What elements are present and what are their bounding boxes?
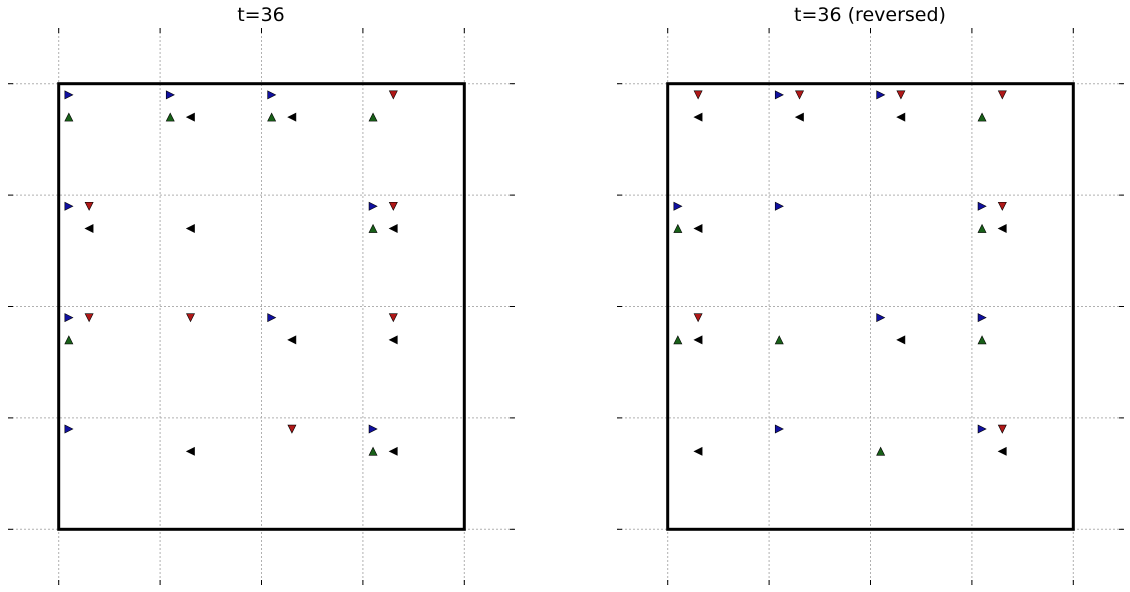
right-marker-right-2 [673,201,683,211]
left-marker-up-3 [368,112,378,122]
left-marker-up-6 [368,446,378,456]
right-marker-left-2 [896,112,906,122]
left-marker-down-3 [84,313,94,323]
right-marker-right-8 [977,424,987,434]
right-marker-up-2 [977,223,987,233]
left-marker-right-8 [368,424,378,434]
right-marker-up-5 [977,335,987,345]
right-marker-down-4 [997,201,1007,211]
left-marker-left-6 [388,335,398,345]
left-marker-left-0 [185,112,195,122]
left-marker-up-5 [64,335,74,345]
left-marker-left-8 [388,446,398,456]
panel-left-title: t=36 [237,4,285,26]
right-marker-left-1 [794,112,804,122]
right-marker-up-1 [673,223,683,233]
right-marker-up-0 [977,112,987,122]
right-marker-left-5 [693,335,703,345]
panel-left: t=36 [8,4,515,585]
right-marker-right-3 [774,201,784,211]
left-marker-up-4 [368,223,378,233]
right-marker-left-8 [997,446,1007,456]
right-marker-left-3 [693,224,703,234]
right-marker-down-1 [795,90,805,100]
left-marker-up-2 [267,112,277,122]
panel-right-title: t=36 (reversed) [794,4,946,26]
left-marker-right-2 [267,90,277,100]
left-marker-down-6 [287,424,297,434]
left-marker-right-4 [368,201,378,211]
left-marker-right-0 [64,90,74,100]
left-marker-down-1 [84,201,94,211]
left-marker-up-0 [64,112,74,122]
right-marker-down-6 [997,424,1007,434]
left-marker-left-1 [287,112,297,122]
panel-right: t=36 (reversed) [617,4,1124,585]
right-marker-right-4 [977,201,987,211]
right-marker-down-5 [693,313,703,323]
left-marker-down-4 [186,313,196,323]
left-marker-right-7 [64,424,74,434]
right-marker-left-0 [693,112,703,122]
left-marker-right-3 [64,201,74,211]
right-marker-down-0 [693,90,703,100]
left-marker-left-5 [287,335,297,345]
left-marker-down-2 [388,201,398,211]
left-marker-left-4 [388,224,398,234]
right-marker-right-7 [774,424,784,434]
right-marker-left-6 [896,335,906,345]
left-marker-right-5 [64,313,74,323]
right-marker-left-7 [693,446,703,456]
left-marker-up-1 [165,112,175,122]
right-marker-right-1 [876,90,886,100]
left-marker-right-6 [267,313,277,323]
right-marker-up-6 [876,446,886,456]
left-marker-left-3 [185,224,195,234]
right-boundary-box [666,82,1075,531]
left-marker-left-7 [185,446,195,456]
right-marker-left-4 [997,224,1007,234]
right-marker-up-3 [673,335,683,345]
left-boundary-box [57,82,466,531]
left-marker-left-2 [84,224,94,234]
right-marker-right-0 [774,90,784,100]
left-marker-down-0 [388,90,398,100]
right-marker-down-3 [997,90,1007,100]
right-marker-up-4 [774,335,784,345]
right-marker-down-2 [896,90,906,100]
right-marker-right-5 [876,313,886,323]
left-marker-right-1 [165,90,175,100]
right-marker-right-6 [977,313,987,323]
left-marker-down-5 [388,313,398,323]
